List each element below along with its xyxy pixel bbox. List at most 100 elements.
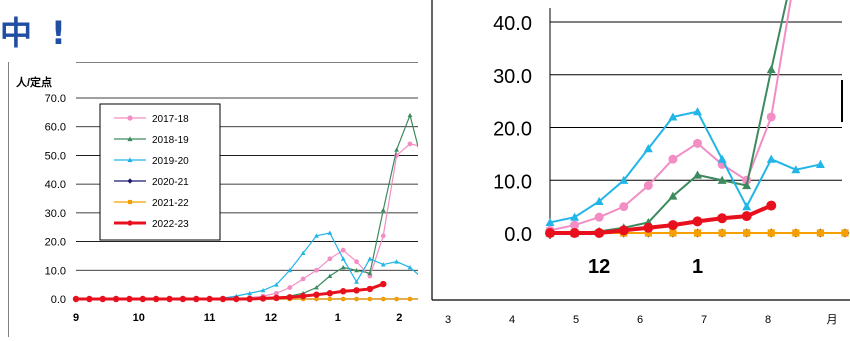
data-point [354,267,359,273]
legend-label: 2022-23 [152,219,189,230]
zoom-data-point [692,216,703,227]
zoom-data-point [619,202,629,212]
zoom-data-point [667,220,678,231]
data-point [219,295,227,303]
zoom-series-line [549,110,821,224]
data-point [354,297,359,301]
legend-label: 2021-22 [152,198,189,209]
y-tick-label: 70.0 [45,93,66,105]
bottom-axis-fragment: 6 [637,314,643,326]
data-point [380,262,386,267]
data-point [314,267,319,273]
headline: 中 ! [0,14,70,52]
data-point [273,290,279,296]
y-tick-label: 60.0 [45,122,66,134]
data-point [300,250,306,255]
data-point [339,288,347,295]
zoom-data-point [717,175,727,184]
data-point [340,247,346,253]
data-point [353,287,360,294]
legend-marker [127,220,133,226]
zoom-data-point [668,191,678,200]
zoom-chart: 0.0 10.0 20.0 30.0 40.0 12 1 3 4 5 6 7 8 月 [431,0,850,326]
data-point [313,291,320,298]
zoom-data-point [717,154,727,163]
zoom-data-point [741,211,752,222]
data-point [166,295,173,303]
data-point [126,295,133,303]
zoom-data-point [569,228,580,238]
bottom-axis-fragment: 7 [701,314,707,326]
data-point [327,256,333,262]
data-point [112,295,120,303]
y-tick-label: 30.0 [45,208,66,220]
zoom-data-point [693,170,702,179]
data-point [273,294,280,302]
zoom-data-point [742,202,752,211]
data-point [354,279,359,284]
bottom-axis-fragment: 月 [827,314,838,326]
data-point [259,295,267,302]
legend-label: 2020-21 [152,177,189,188]
y-tick-label: 40.0 [45,179,66,191]
zoom-data-point [619,175,629,184]
zoom-data-point [693,229,702,237]
zoom-data-point [644,229,652,237]
zoom-data-point [767,229,775,237]
zoom-y-tick-label: 20.0 [493,119,532,141]
y-tick-label: 50.0 [45,150,66,162]
zoom-y-tick-label: 10.0 [493,171,532,193]
legend-marker [127,199,133,205]
data-point [366,285,374,293]
data-point [286,294,293,301]
data-point [299,292,307,300]
data-point [247,290,253,296]
data-point [340,256,346,261]
bottom-axis-fragment: 5 [573,314,579,326]
legend-label: 2017-18 [152,114,189,125]
legend-marker [127,136,133,142]
data-point [341,297,346,301]
data-point [380,233,386,239]
data-point [314,285,319,290]
zoom-data-point [791,165,801,174]
data-point [233,295,240,303]
data-point [246,295,253,303]
zoom-data-point [594,228,605,238]
main-chart: 人/定点0.010.020.030.040.050.060.070.09 10 11… [8,62,418,337]
zoom-data-point [594,212,604,222]
data-point [408,297,412,301]
data-point [367,270,373,276]
x-tick-label: 11 [204,312,216,324]
data-point [86,295,93,303]
zoom-data-point [718,229,726,237]
zoom-data-point [841,229,849,237]
zoom-data-point [815,159,825,169]
data-point [407,141,413,147]
data-point [179,295,187,303]
data-point [287,267,293,273]
data-point [407,112,413,118]
data-point [326,290,334,297]
zoom-data-point [766,112,776,122]
zoom-data-point [792,229,800,237]
data-point [193,295,200,303]
y-axis-label: 人/定点 [16,75,52,89]
x-tick-label: 10 [133,312,145,324]
zoom-data-point [570,212,580,221]
data-point [314,297,319,301]
data-point [152,295,160,303]
legend-label: 2018-19 [152,135,189,146]
zoom-data-point [717,213,728,224]
data-point [380,207,386,212]
data-point [206,295,213,303]
data-point [287,285,293,290]
zoom-data-point [570,220,580,230]
zoom-data-point [668,112,678,121]
legend-marker [127,115,133,121]
data-point [99,295,106,303]
data-point [300,276,306,282]
data-point [314,233,319,238]
x-tick-label: 12 [265,312,277,324]
zoom-y-tick-label: 0.0 [504,224,532,246]
